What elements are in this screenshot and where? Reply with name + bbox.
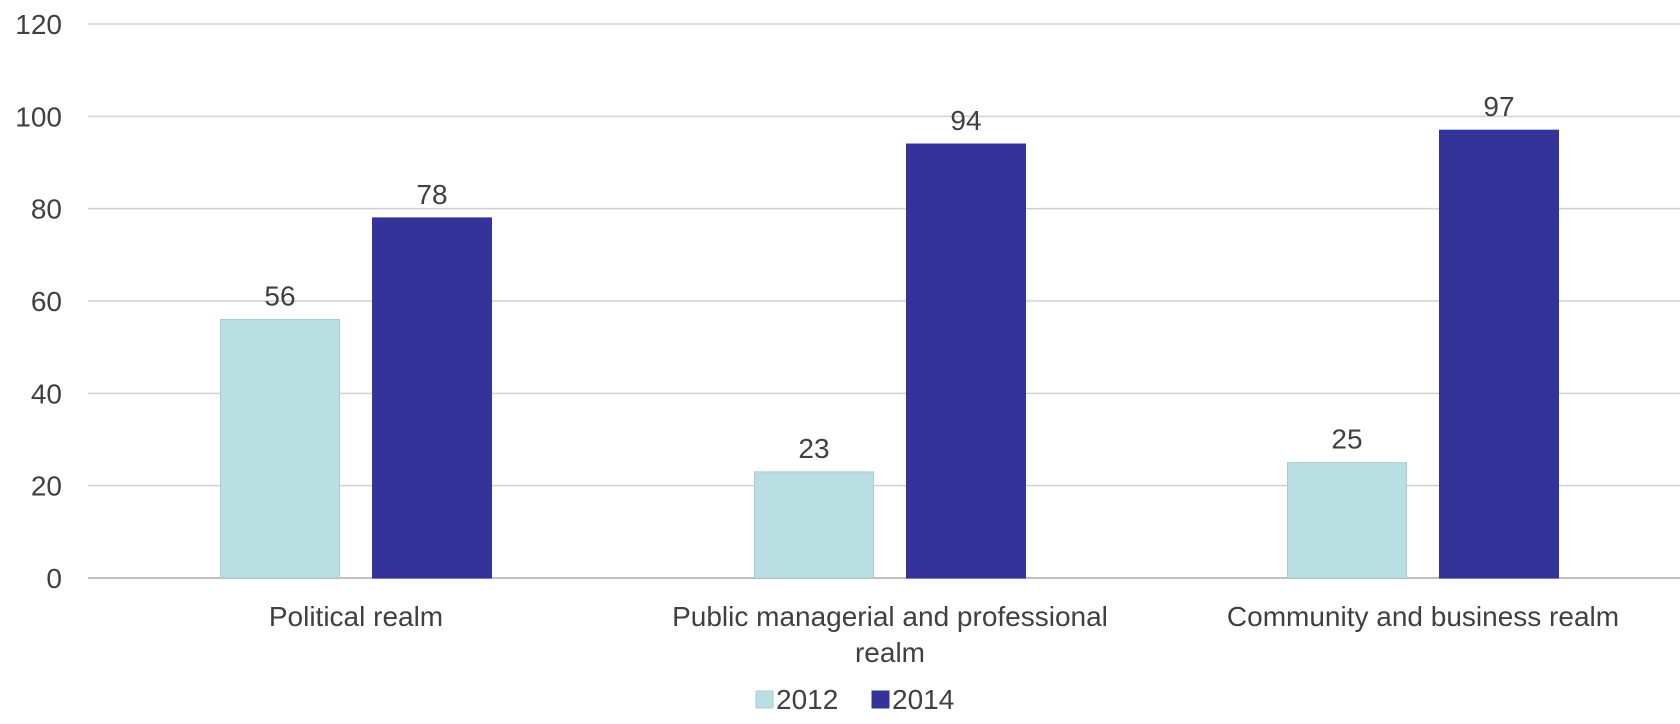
y-tick-label: 80 xyxy=(31,194,62,225)
bar-2014-2 xyxy=(1439,129,1559,579)
gridlines xyxy=(88,23,1680,579)
y-tick-label: 40 xyxy=(31,378,62,409)
bar-2012-2 xyxy=(1287,462,1407,579)
data-label: 23 xyxy=(798,433,829,464)
y-tick-label: 60 xyxy=(31,286,62,317)
y-tick-label: 100 xyxy=(15,101,62,132)
category-label: Political realm xyxy=(269,601,443,632)
bar-2014-1 xyxy=(906,143,1026,579)
x-axis-categories: Political realm Public managerial and pro… xyxy=(269,601,1619,668)
y-tick-label: 20 xyxy=(31,471,62,502)
data-label: 56 xyxy=(264,280,295,311)
legend: 2012 2014 xyxy=(755,684,954,715)
data-label: 97 xyxy=(1483,91,1514,122)
bars xyxy=(220,129,1559,579)
category-label-line: Political realm xyxy=(269,601,443,632)
data-label: 25 xyxy=(1331,424,1362,455)
y-axis-ticks: 0 20 40 60 80 100 120 xyxy=(15,9,62,594)
category-label: Community and business realm xyxy=(1227,601,1619,632)
y-tick-label: 0 xyxy=(46,563,62,594)
bar-2012-0 xyxy=(220,318,340,579)
category-label-line: Community and business realm xyxy=(1227,601,1619,632)
category-label: Public managerial and professional realm xyxy=(672,601,1108,668)
data-label: 94 xyxy=(950,105,981,136)
category-label-line: realm xyxy=(855,637,925,668)
legend-label: 2012 xyxy=(776,684,838,715)
legend-label: 2014 xyxy=(892,684,954,715)
data-labels: 56 23 25 78 94 97 xyxy=(264,91,1514,464)
bar-2014-0 xyxy=(372,217,492,579)
y-tick-label: 120 xyxy=(15,9,62,40)
data-label: 78 xyxy=(416,179,447,210)
bar-2012-1 xyxy=(754,471,874,579)
legend-swatch-2014 xyxy=(871,690,890,709)
category-label-line: Public managerial and professional xyxy=(672,601,1108,632)
legend-swatch-2012 xyxy=(755,690,774,709)
